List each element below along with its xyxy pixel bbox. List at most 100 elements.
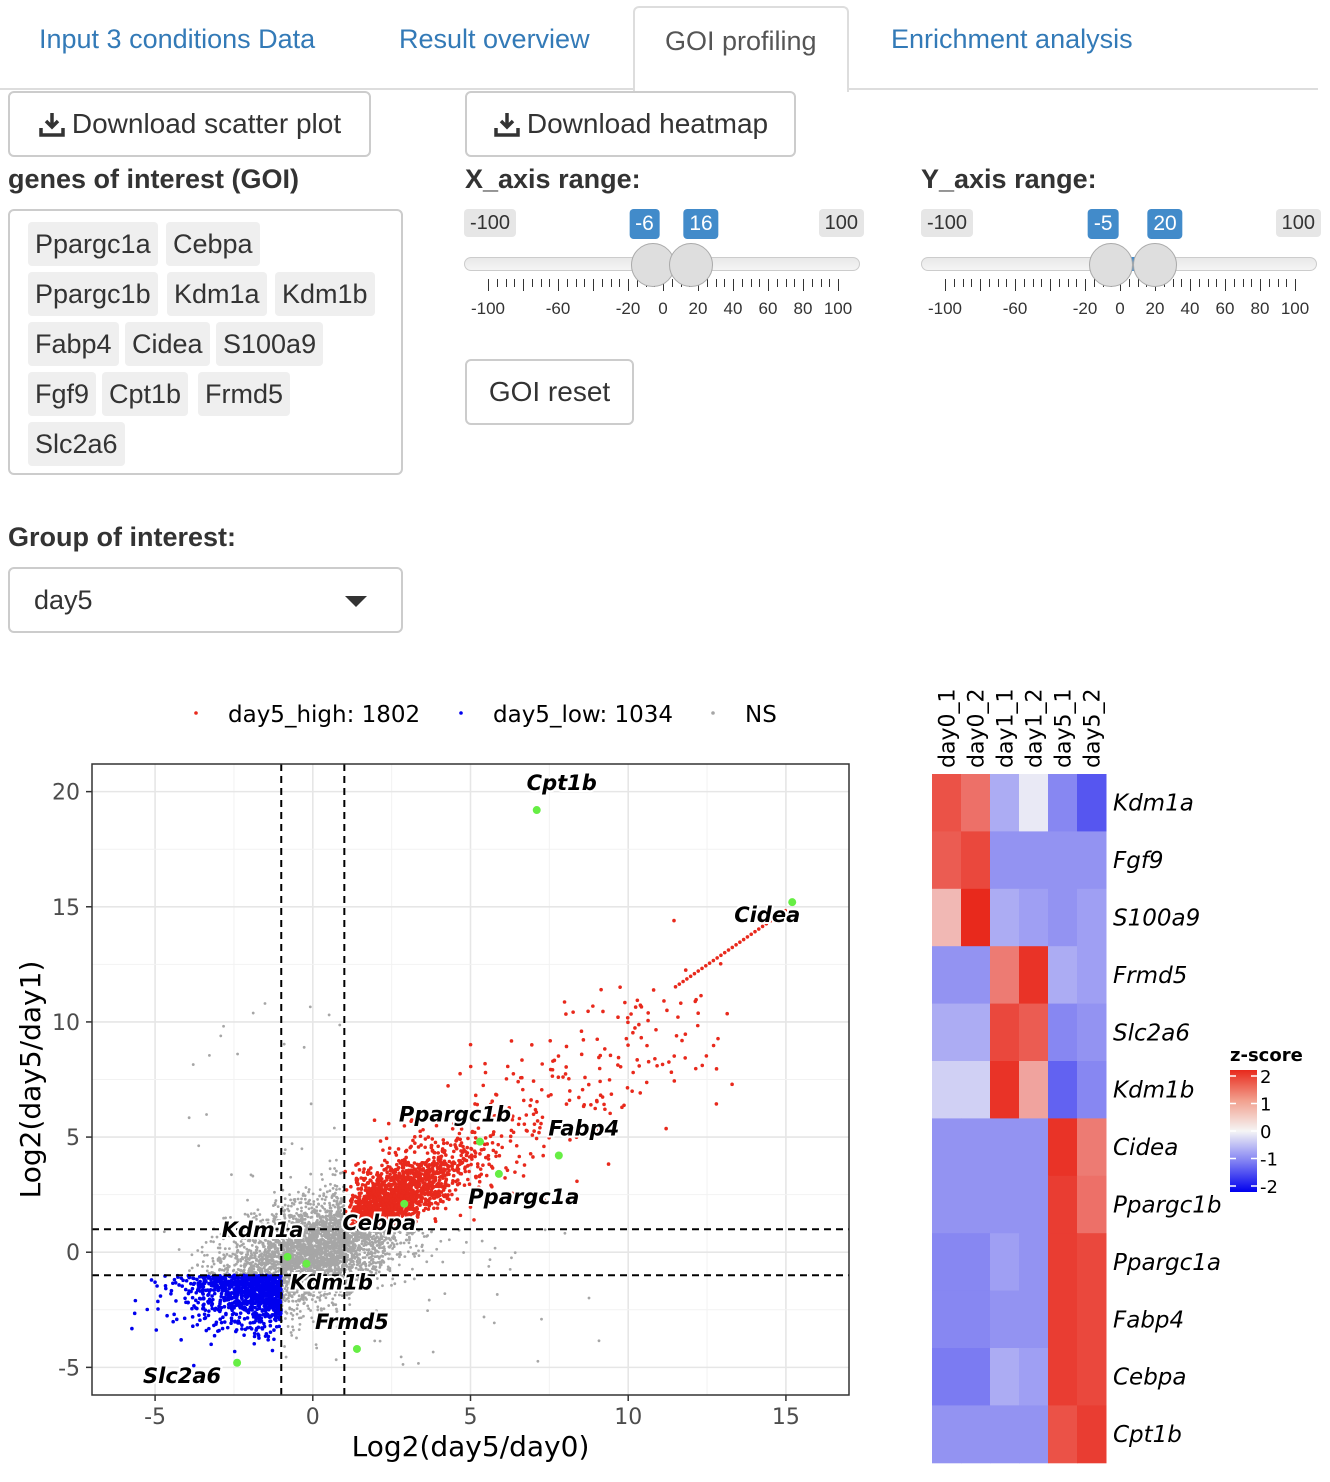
ns-point: [338, 1187, 341, 1191]
high-point: [395, 1186, 399, 1190]
group-select-value: day5: [34, 585, 93, 615]
ns-point: [276, 1269, 280, 1273]
ns-point: [323, 1230, 327, 1234]
high-point: [376, 1185, 381, 1190]
ns-point: [563, 1231, 567, 1235]
goi-chip[interactable]: Fabp4: [28, 322, 119, 366]
goi-chip[interactable]: Ppargc1a: [28, 222, 158, 266]
ns-point: [371, 1261, 375, 1265]
high-point: [424, 1202, 429, 1207]
slider-handle-from[interactable]: [630, 243, 675, 287]
ns-point: [332, 1213, 336, 1217]
slider-tick: [488, 279, 489, 291]
ns-point: [293, 1287, 297, 1291]
ns-point: [273, 1255, 276, 1259]
tab-input-data[interactable]: Input 3 conditions Data: [39, 24, 316, 54]
slider-tick: [980, 279, 981, 291]
high-point: [695, 1023, 700, 1028]
slider-grid-label: 80: [793, 299, 813, 318]
high-point: [398, 1176, 403, 1180]
download-heatmap-button[interactable]: Download heatmap: [465, 91, 796, 157]
ns-point: [288, 1307, 292, 1311]
ns-point: [323, 1292, 327, 1296]
goi-chip[interactable]: Ppargc1b: [28, 272, 158, 316]
high-point: [514, 1160, 519, 1164]
goi-chip[interactable]: S100a9: [216, 322, 324, 366]
high-point: [535, 1119, 540, 1123]
ns-point: [235, 1250, 239, 1254]
group-select[interactable]: day5: [8, 567, 403, 633]
goi-selectize-input[interactable]: Ppargc1a Cebpa Ppargc1b Kdm1a Kdm1b Fabp…: [8, 209, 403, 475]
goi-chip[interactable]: Cebpa: [166, 222, 260, 266]
goi-chip[interactable]: Frmd5: [198, 372, 291, 416]
ns-point: [289, 1175, 293, 1179]
ns-point: [294, 1266, 298, 1270]
ns-point: [300, 1248, 304, 1252]
high-point: [540, 1115, 545, 1120]
tab-goi-profiling[interactable]: GOI profiling: [633, 6, 849, 92]
ns-point: [244, 1258, 248, 1262]
ns-point: [284, 1243, 287, 1247]
ns-point: [364, 1264, 368, 1268]
ns-point: [337, 1219, 341, 1222]
tab-enrichment-analysis[interactable]: Enrichment analysis: [891, 24, 1133, 54]
y-range-slider[interactable]: -100 100 -5 20 -100 -60 -20 0 20 40 60 80 100: [921, 209, 1321, 329]
ns-point: [328, 1201, 331, 1205]
high-point: [408, 1184, 413, 1189]
slider-handle-from[interactable]: [1089, 243, 1134, 287]
ns-point: [223, 1247, 227, 1251]
ns-point: [312, 1203, 316, 1206]
goi-chip[interactable]: Kdm1b: [275, 272, 375, 316]
ns-point: [285, 1237, 289, 1241]
ns-point: [387, 1252, 391, 1256]
high-point: [606, 1162, 611, 1166]
high-point: [437, 1184, 441, 1189]
ns-point: [334, 1303, 338, 1307]
ns-point: [328, 1219, 332, 1222]
high-point: [349, 1200, 354, 1204]
ns-point: [389, 1244, 393, 1247]
high-point: [626, 1020, 630, 1025]
ns-point: [270, 1250, 274, 1254]
ns-point: [205, 1113, 208, 1116]
ns-point: [482, 1315, 486, 1319]
ns-point: [300, 1147, 304, 1151]
high-point: [431, 1180, 436, 1184]
ns-point: [283, 1148, 287, 1152]
tab-bar: Input 3 conditions Data Result overview …: [0, 0, 1318, 92]
goi-reset-button[interactable]: GOI reset: [465, 359, 634, 425]
goi-chip[interactable]: Kdm1a: [167, 272, 267, 316]
slider-tick: [593, 279, 594, 291]
ns-point: [305, 1298, 308, 1301]
goi-chip[interactable]: Cidea: [125, 322, 210, 366]
ns-point: [317, 1213, 321, 1217]
ns-point: [191, 1063, 195, 1066]
ns-point: [390, 1283, 393, 1287]
ns-point: [336, 1214, 340, 1218]
x-range-slider[interactable]: -100 100 -6 16 -100 -60 -20 0 20 40 60 80 100: [464, 209, 864, 329]
high-point: [455, 1197, 460, 1201]
ns-point: [319, 1252, 322, 1256]
tab-result-overview[interactable]: Result overview: [399, 24, 590, 54]
goi-chip[interactable]: Fgf9: [28, 372, 97, 416]
download-heatmap-label: Download heatmap: [526, 108, 769, 139]
goi-chip[interactable]: Slc2a6: [28, 422, 125, 466]
ns-point: [316, 1305, 320, 1309]
ns-point: [200, 1250, 204, 1254]
slider-handle-to[interactable]: [1133, 243, 1177, 287]
ns-point: [336, 1196, 340, 1200]
slider-handle-to[interactable]: [669, 243, 713, 287]
goi-chip[interactable]: Cpt1b: [102, 372, 189, 416]
ns-points: [162, 1002, 601, 1366]
ns-point: [328, 1159, 332, 1163]
ns-point: [334, 1223, 337, 1227]
download-scatter-button[interactable]: Download scatter plot: [8, 91, 371, 157]
high-point: [672, 1054, 677, 1058]
ns-point: [304, 1227, 308, 1231]
high-point: [410, 1197, 415, 1202]
ns-point: [231, 1269, 235, 1273]
ns-point: [296, 1303, 299, 1307]
ns-point: [350, 1247, 354, 1251]
high-point: [410, 1168, 414, 1173]
ns-point: [443, 1292, 447, 1296]
